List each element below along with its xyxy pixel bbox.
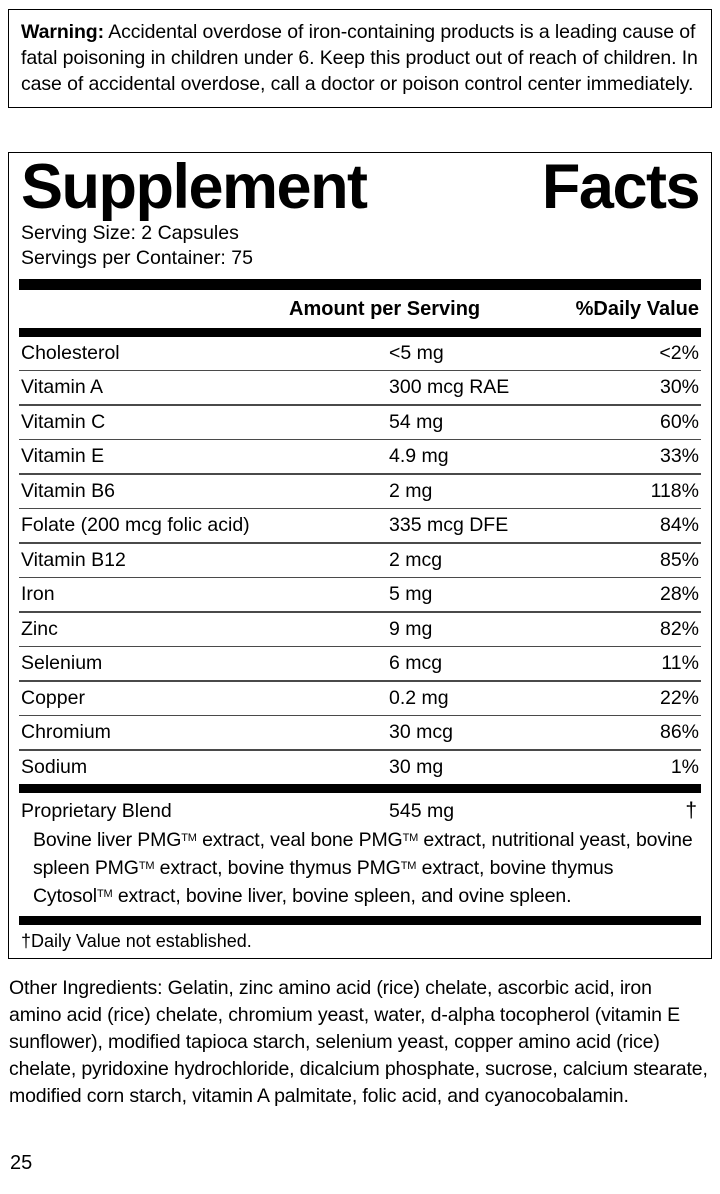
nutrient-amount: <5 mg [389,341,444,364]
row-divider [19,542,701,544]
nutrient-name: Vitamin E [21,445,105,468]
servings-per-container: Servings per Container: 75 [21,246,253,269]
nutrient-amount: 30 mcg [389,721,453,744]
nutrient-amount: 9 mg [389,617,433,640]
row-divider [19,576,701,579]
blend-daily-value: † [685,798,697,822]
serving-info: Serving Size: 2 Capsules Servings per Co… [19,221,701,279]
warning-box: Warning: Accidental overdose of iron-con… [8,9,712,108]
blend-description: Bovine liver PMGTM extract, veal bone PM… [33,828,693,907]
table-row: Vitamin E 4.9 mg 33% [19,440,701,473]
serving-size: Serving Size: 2 Capsules [21,221,239,244]
table-row: Cholesterol <5 mg <2% [19,337,701,370]
nutrient-name: Vitamin A [21,376,104,399]
blend-name: Proprietary Blend [21,799,172,822]
table-row: Vitamin B12 2 mcg 85% [19,544,701,577]
table-row: Zinc 9 mg 82% [19,613,701,646]
proprietary-blend-row: Proprietary Blend 545 mg † [19,793,701,826]
panel-title-supplement: Supplement [21,152,368,222]
nutrient-daily-value: 22% [659,686,699,709]
daily-value-footnote: †Daily Value not established. [21,930,252,951]
nutrient-daily-value: 82% [659,617,699,640]
nutrient-name: Selenium [21,652,103,675]
table-row: Chromium 30 mcg 86% [19,716,701,749]
nutrient-amount: 54 mg [389,410,444,433]
table-row: Vitamin A 300 mcg RAE 30% [19,371,701,404]
header-daily-value: %Daily Value [575,297,699,320]
nutrient-name: Folate (200 mcg folic acid) [21,514,250,537]
rule-below-blend [19,915,701,925]
nutrient-daily-value: <2% [659,341,699,364]
row-divider [19,714,701,717]
warning-body: Accidental overdose of iron-containing p… [21,21,698,95]
table-row: Iron 5 mg 28% [19,578,701,611]
blend-amount: 545 mg [389,799,455,822]
nutrient-daily-value: 30% [659,376,699,399]
nutrient-name: Sodium [21,755,88,778]
nutrient-rows: Cholesterol <5 mg <2% Vitamin A 300 mcg … [19,337,701,784]
warning-text: Warning: Accidental overdose of iron-con… [21,19,699,97]
panel-title-facts: Facts [541,152,701,222]
nutrient-daily-value: 1% [670,755,699,778]
other-ingredients: Other Ingredients: Gelatin, zinc amino a… [9,977,708,1107]
nutrient-name: Vitamin B6 [21,479,115,502]
nutrient-amount: 5 mg [389,583,433,606]
panel-title: Supplement Facts [21,152,701,222]
row-divider [19,680,701,682]
nutrient-name: Zinc [21,617,58,640]
nutrient-name: Cholesterol [21,341,120,364]
rule-above-blend [19,783,701,793]
row-divider [19,645,701,648]
row-divider [19,611,701,613]
nutrient-daily-value: 118% [650,479,699,502]
nutrient-name: Copper [21,686,85,709]
nutrient-name: Chromium [21,721,111,744]
nutrient-amount: 0.2 mg [389,686,449,709]
table-row: Copper 0.2 mg 22% [19,682,701,715]
nutrient-name: Vitamin B12 [21,548,126,571]
row-divider [19,404,701,406]
table-row: Vitamin C 54 mg 60% [19,406,701,439]
nutrient-daily-value: 86% [659,721,699,744]
warning-label: Warning: [21,21,104,43]
rule-above-header [19,278,701,290]
nutrient-daily-value: 60% [659,410,699,433]
row-divider [19,369,701,372]
table-row: Folate (200 mcg folic acid) 335 mcg DFE … [19,509,701,542]
supplement-facts-panel: Supplement Facts Serving Size: 2 Capsule… [8,152,712,959]
table-row: Selenium 6 mcg 11% [19,647,701,680]
nutrient-daily-value: 84% [659,514,699,537]
table-header-row: Amount per Serving %Daily Value [19,290,701,328]
nutrient-name: Iron [21,583,55,606]
nutrient-name: Vitamin C [21,410,106,433]
nutrient-daily-value: 11% [661,652,699,675]
nutrient-daily-value: 33% [659,445,699,468]
nutrient-daily-value: 28% [659,583,699,606]
nutrient-amount: 335 mcg DFE [389,514,509,537]
nutrient-amount: 30 mg [389,755,444,778]
rule-below-header [19,327,701,337]
header-amount-per-serving: Amount per Serving [289,297,481,320]
nutrient-amount: 4.9 mg [389,445,449,468]
row-divider [19,438,701,441]
table-row: Vitamin B6 2 mg 118% [19,475,701,508]
nutrient-amount: 300 mcg RAE [389,376,510,399]
nutrient-amount: 2 mcg [389,548,443,571]
nutrient-amount: 6 mcg [389,652,443,675]
row-divider [19,749,701,751]
nutrient-amount: 2 mg [389,479,433,502]
row-divider [19,473,701,475]
row-divider [19,507,701,510]
page-number: 25 [10,1152,33,1174]
nutrient-daily-value: 85% [659,548,699,571]
table-row: Sodium 30 mg 1% [19,751,701,784]
